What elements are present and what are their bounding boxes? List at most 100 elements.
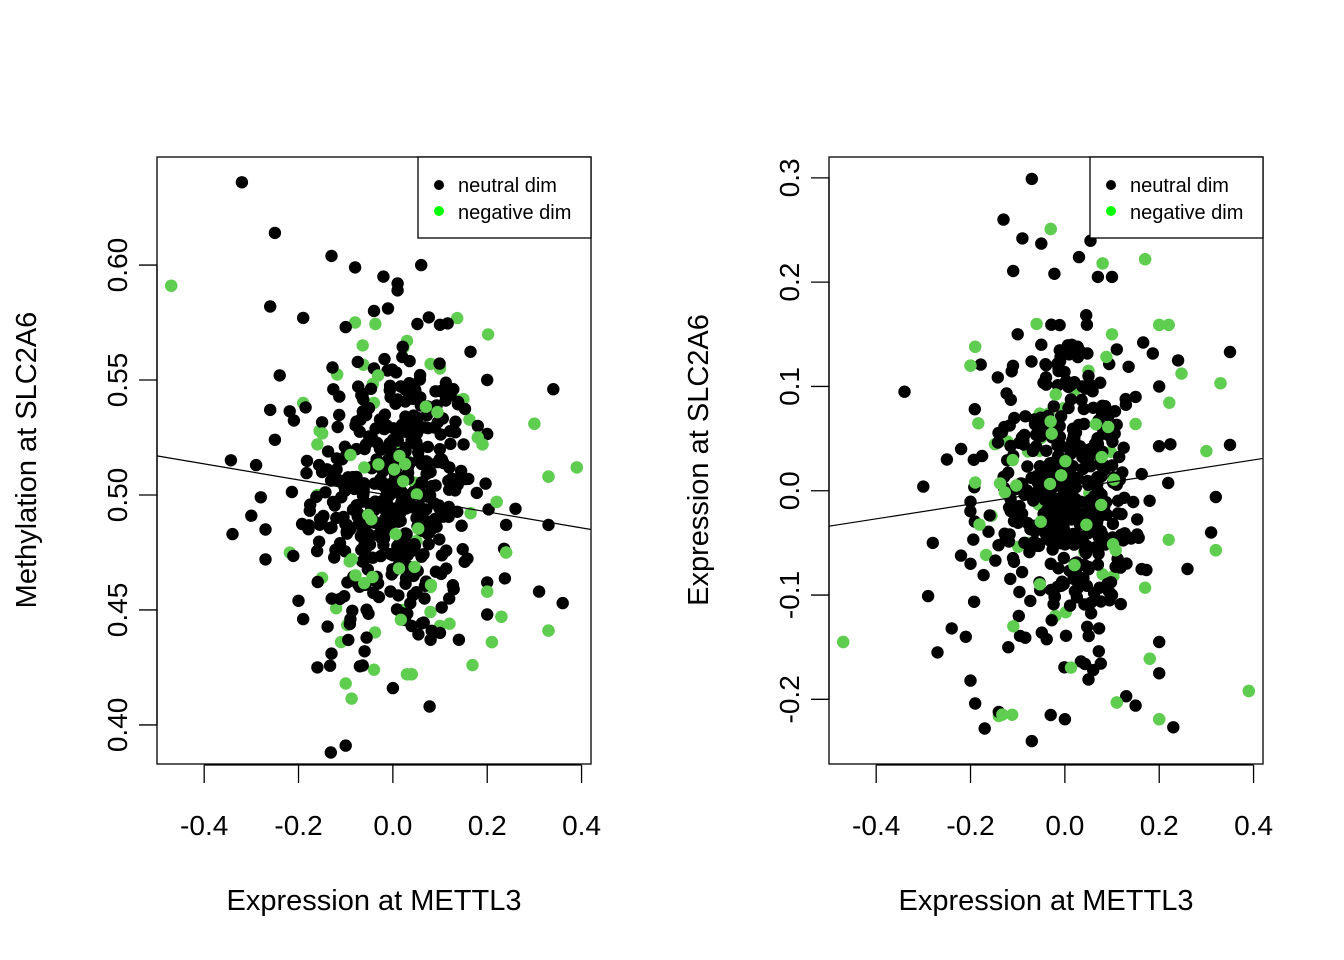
y-tick-label: 0.3 (774, 158, 805, 197)
negative-point (1059, 455, 1072, 468)
neutral-point (1152, 440, 1166, 453)
x-tick-label: -0.4 (180, 810, 228, 841)
negative-point (369, 317, 382, 331)
y-tick-label: 0.45 (102, 583, 133, 638)
neutral-point (498, 572, 512, 585)
neutral-point (386, 363, 399, 376)
neutral-point (264, 403, 277, 417)
neutral-point (1019, 631, 1032, 644)
neutral-point (1004, 439, 1017, 453)
y-tick-label: 0.60 (102, 238, 133, 293)
negative-point (400, 668, 414, 681)
neutral-point (363, 538, 377, 551)
neutral-point (226, 527, 239, 541)
negative-point (1033, 578, 1047, 591)
neutral-point (458, 402, 472, 416)
neutral-point (1004, 572, 1017, 586)
left-legend-neutral-marker (434, 180, 444, 190)
neutral-point (1124, 532, 1138, 545)
x-tick-label: -0.2 (274, 810, 322, 841)
neutral-point (1058, 713, 1072, 726)
neutral-point (1025, 172, 1039, 186)
neutral-point (470, 486, 483, 500)
neutral-point (311, 661, 324, 674)
neutral-point (388, 502, 401, 516)
neutral-point (1047, 494, 1060, 507)
neutral-point (449, 415, 462, 428)
neutral-point (1129, 390, 1142, 404)
neutral-point (1064, 393, 1078, 406)
neutral-point (393, 538, 406, 551)
neutral-point (433, 452, 447, 466)
neutral-point (268, 226, 282, 240)
negative-point (1007, 620, 1020, 633)
neutral-point (412, 628, 425, 641)
neutral-point (1162, 476, 1175, 490)
neutral-point (1052, 361, 1065, 375)
neutral-point (954, 442, 968, 456)
neutral-point (1077, 402, 1091, 416)
neutral-point (380, 419, 393, 432)
neutral-point (1047, 400, 1061, 413)
y-tick-label: 0.1 (774, 367, 805, 406)
neutral-point (1048, 590, 1062, 603)
neutral-point (452, 633, 466, 646)
neutral-point (1052, 509, 1065, 522)
neutral-point (381, 302, 395, 315)
neutral-point (369, 422, 382, 435)
neutral-point (372, 590, 386, 604)
neutral-point (1077, 571, 1090, 585)
neutral-point (479, 477, 492, 490)
neutral-point (1082, 369, 1095, 383)
neutral-point (429, 565, 443, 578)
neutral-point (991, 436, 1005, 449)
neutral-point (330, 511, 343, 525)
right-x-axis: -0.4 -0.2 0.0 0.2 0.4 (852, 764, 1273, 841)
neutral-point (422, 538, 435, 551)
negative-point (1044, 415, 1057, 428)
neutral-point (532, 585, 546, 598)
negative-point (356, 339, 369, 352)
neutral-point (325, 249, 338, 263)
neutral-point (317, 509, 330, 523)
neutral-point (351, 355, 364, 369)
neutral-point (358, 442, 371, 456)
neutral-point (391, 393, 404, 406)
neutral-point (303, 504, 316, 517)
neutral-point (481, 576, 494, 589)
negative-point (358, 576, 371, 590)
neutral-point (443, 592, 456, 605)
neutral-point (1006, 551, 1020, 565)
negative-point (996, 708, 1009, 721)
neutral-point (235, 176, 249, 189)
neutral-point (377, 477, 390, 490)
neutral-point (443, 385, 456, 398)
neutral-point (330, 463, 343, 476)
neutral-point (1055, 575, 1069, 588)
neutral-point (945, 622, 958, 635)
y-tick-label: 0.0 (774, 471, 805, 510)
neutral-point (224, 454, 238, 467)
neutral-point (457, 438, 470, 451)
neutral-point (331, 420, 344, 434)
neutral-point (1024, 594, 1037, 608)
y-tick-label: 0.50 (102, 468, 133, 523)
neutral-point (542, 518, 555, 532)
negative-point (1200, 444, 1213, 458)
neutral-point (1003, 419, 1016, 432)
neutral-point (433, 443, 446, 456)
right-scatter-plot: -0.4 -0.2 0.0 0.2 0.4 -0.2 -0.1 0.0 0.1 0.2 0.3 E… (683, 156, 1273, 917)
x-tick-label: 0.2 (1140, 810, 1179, 841)
neutral-point (1098, 463, 1111, 476)
neutral-point (1032, 538, 1046, 551)
neutral-point (940, 453, 954, 466)
negative-point (1055, 469, 1068, 482)
neutral-point (420, 455, 433, 468)
negative-point (998, 486, 1011, 499)
negative-point (979, 548, 993, 562)
negative-point (348, 316, 362, 329)
left-x-axis-title: Expression at METTL3 (227, 885, 522, 917)
neutral-point (315, 416, 329, 429)
left-scatter-plot: -0.4 -0.2 0.0 0.2 0.4 0.40 0.45 0.50 0.55 0.60 E… (11, 156, 601, 917)
neutral-point (1039, 371, 1053, 384)
